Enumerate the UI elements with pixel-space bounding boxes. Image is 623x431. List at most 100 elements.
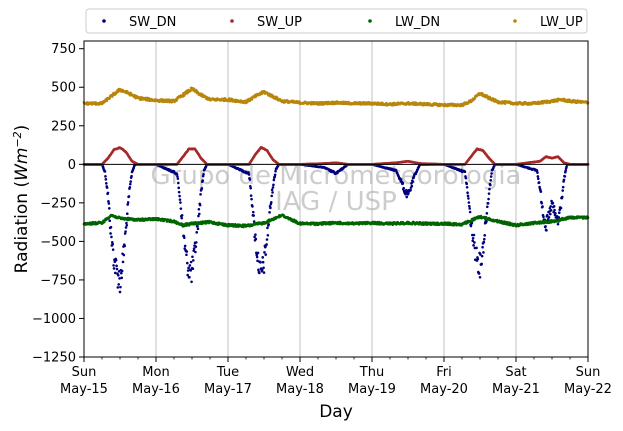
data-point <box>250 197 253 201</box>
data-point <box>265 243 268 246</box>
y-tick-label: −750 <box>40 273 76 288</box>
data-point <box>191 267 195 271</box>
y-tick-label: −500 <box>40 235 76 250</box>
data-point <box>549 205 553 208</box>
data-point <box>115 264 118 268</box>
data-point <box>185 261 189 265</box>
data-point <box>105 186 109 189</box>
data-point <box>268 211 271 214</box>
data-point <box>482 237 486 241</box>
data-point <box>490 172 493 175</box>
data-point <box>108 219 112 223</box>
data-point <box>557 216 561 219</box>
y-axis-label-suffix: ) <box>12 125 32 132</box>
y-tick-label: 250 <box>51 119 76 134</box>
data-point <box>120 269 124 273</box>
data-point <box>127 195 131 198</box>
data-point <box>130 174 133 178</box>
data-point <box>176 177 180 180</box>
data-point <box>463 170 467 174</box>
data-point <box>126 203 130 206</box>
data-point <box>471 237 475 240</box>
data-point <box>194 250 197 254</box>
x-tick-label-date: May-20 <box>420 382 468 397</box>
watermark: Grupo de Micrometeorologia IAG / USP <box>151 161 522 217</box>
x-axis: SunMay-15MonMay-16TueMay-17WedMay-18ThuM… <box>60 357 612 397</box>
data-point <box>194 241 198 244</box>
data-point <box>549 209 553 212</box>
data-point <box>113 271 117 275</box>
data-point <box>197 214 200 218</box>
data-point <box>112 264 115 267</box>
data-point <box>106 191 110 195</box>
data-point <box>539 190 543 193</box>
y-tick-label: −1250 <box>32 351 76 366</box>
data-point <box>107 207 111 210</box>
data-point <box>270 188 274 192</box>
y-axis-label: Radiation (Wm−2) <box>11 125 33 274</box>
data-point <box>180 216 184 220</box>
data-point <box>405 195 409 199</box>
data-point <box>267 223 271 226</box>
x-tick-label-day: Mon <box>142 365 169 380</box>
x-axis-label: Day <box>319 402 353 422</box>
data-point <box>123 244 127 248</box>
data-point <box>202 172 205 176</box>
data-point <box>473 241 476 244</box>
data-point <box>111 248 115 251</box>
data-point <box>119 271 123 275</box>
data-point <box>542 215 545 219</box>
watermark-line-2: IAG / USP <box>275 187 397 217</box>
data-point <box>116 274 120 277</box>
data-point <box>478 275 482 279</box>
data-point <box>550 199 553 203</box>
data-point <box>191 259 195 262</box>
data-point <box>189 89 192 92</box>
data-point <box>476 257 480 261</box>
data-point <box>409 188 412 192</box>
data-point <box>186 273 190 277</box>
data-point <box>109 232 112 235</box>
y-tick-label: 0 <box>68 158 76 173</box>
data-point <box>126 201 130 204</box>
data-point <box>561 185 565 189</box>
data-point <box>248 178 252 181</box>
data-point <box>180 213 184 217</box>
data-point <box>536 175 540 178</box>
data-point <box>185 253 188 257</box>
data-point <box>467 201 471 204</box>
data-point <box>123 232 127 235</box>
data-point <box>183 93 186 97</box>
data-point <box>553 208 556 212</box>
data-point <box>198 203 202 207</box>
data-point <box>179 207 183 210</box>
data-point <box>468 210 472 214</box>
x-tick-label-date: May-17 <box>204 382 252 397</box>
x-tick-label-date: May-16 <box>132 382 180 397</box>
data-point <box>189 260 193 264</box>
data-point <box>262 271 266 274</box>
legend-label: LW_DN <box>395 15 440 30</box>
data-point <box>129 180 133 183</box>
data-point <box>247 171 250 174</box>
data-point <box>467 204 471 208</box>
data-point <box>176 175 179 178</box>
x-tick-label-day: Wed <box>286 365 314 380</box>
legend-label: SW_UP <box>257 15 302 30</box>
data-point <box>255 253 259 257</box>
data-point <box>477 272 481 275</box>
data-point <box>489 175 493 178</box>
data-point <box>104 182 108 185</box>
data-point <box>182 236 186 239</box>
data-point <box>196 227 200 231</box>
data-point <box>125 212 129 215</box>
data-point <box>485 220 488 223</box>
data-point <box>565 165 568 169</box>
data-point <box>540 201 544 205</box>
data-point <box>482 240 486 244</box>
data-point <box>560 195 564 199</box>
data-point <box>185 250 189 253</box>
data-point <box>411 180 415 183</box>
series-lw-up <box>82 86 590 108</box>
